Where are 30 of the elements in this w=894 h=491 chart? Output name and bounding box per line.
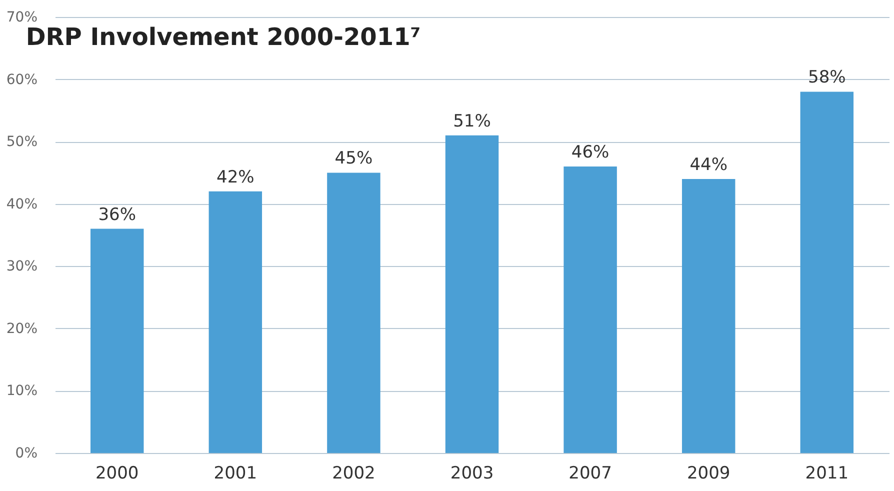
bar: [208, 191, 262, 453]
y-tick-label: 40%: [6, 196, 38, 212]
bar: [445, 135, 499, 453]
chart-title: DRP Involvement 2000-2011⁷: [26, 23, 421, 51]
data-label: 58%: [808, 68, 846, 88]
x-tick-label: 2009: [686, 464, 730, 484]
bar: [800, 92, 854, 453]
y-tick-label: 0%: [15, 446, 38, 462]
x-tick-label: 2011: [805, 464, 849, 484]
x-tick-label: 2007: [568, 464, 612, 484]
data-label: 36%: [98, 204, 136, 225]
y-tick-label: 60%: [6, 72, 38, 88]
y-tick-label: 10%: [6, 383, 38, 400]
bar: [564, 166, 617, 453]
x-tick-label: 2002: [332, 464, 376, 484]
data-label: 42%: [216, 167, 254, 188]
x-tick-label: 2003: [450, 464, 494, 484]
x-tick-label: 2001: [214, 464, 258, 484]
data-label: 46%: [571, 142, 610, 162]
bar: [682, 178, 736, 453]
data-label: 51%: [453, 111, 491, 132]
bar: [90, 228, 144, 453]
data-label: 45%: [334, 148, 373, 169]
y-tick-label: 50%: [6, 134, 38, 150]
y-tick-label: 30%: [6, 258, 38, 275]
bar: [327, 172, 380, 453]
y-tick-label: 70%: [6, 10, 38, 26]
data-label: 44%: [690, 154, 728, 175]
y-tick-label: 20%: [6, 320, 38, 337]
x-tick-label: 2000: [95, 464, 139, 484]
